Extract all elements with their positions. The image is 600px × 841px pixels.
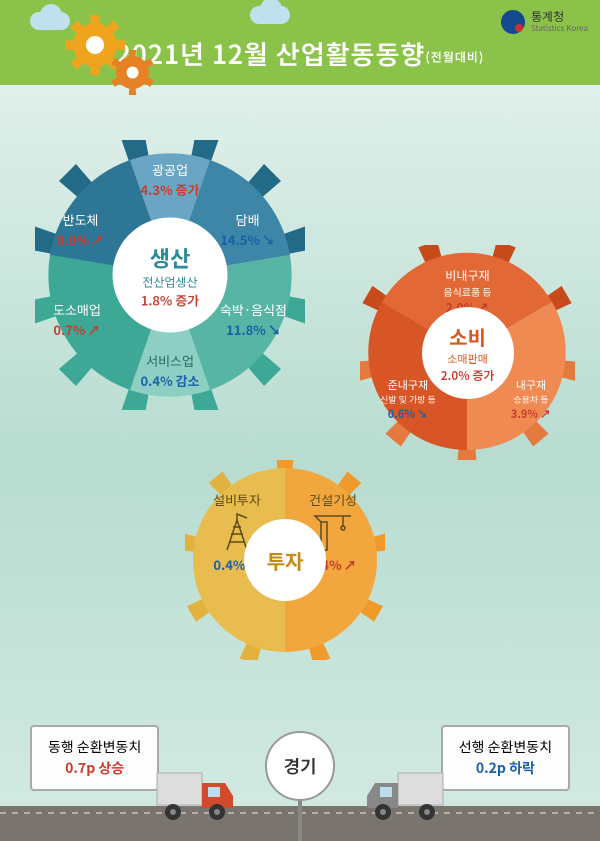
wedge-semiconductor: 반도체 8.0%: [57, 210, 104, 249]
center-subtitle: 전산업생산: [142, 273, 197, 290]
header: 2021년 12월 산업활동동향(전월대비) 통계청 Statistics Ko…: [0, 0, 600, 85]
wedge-label: 도소매업: [53, 300, 101, 320]
wedge-durable: 내구재 승용차 등 3.9%: [511, 377, 551, 422]
coincident-index-box: 동행 순환변동치 0.7p 상승: [30, 725, 159, 791]
consumption-gear: 비내구재 음식료품 등 2.0% 준내구재 신발 및 가방 등 0.6% 내구재…: [360, 245, 575, 460]
gear-icon: [110, 50, 155, 95]
wedge-label: 건설기성: [309, 490, 357, 509]
wedge-services: 서비스업 0.4% 감소: [141, 351, 200, 390]
investment-center: 투자: [244, 519, 326, 601]
wedge-value: 8.0%: [57, 230, 104, 250]
leading-index-box: 선행 순환변동치 0.2p 하락: [441, 725, 570, 791]
wedge-value: 0.6%: [380, 406, 436, 422]
center-title: 소비: [449, 322, 486, 351]
center-subtitle: 소매판매: [447, 351, 487, 367]
consumption-center: 소비 소매판매 2.0% 증가: [422, 307, 514, 399]
center-value: 2.0% 증가: [441, 367, 495, 384]
production-center: 생산 전산업생산 1.8% 증가: [113, 218, 228, 333]
wedge-label: 반도체: [57, 210, 104, 230]
cycle-label: 경기: [283, 753, 316, 779]
wedge-label: 담배: [220, 210, 275, 230]
wedge-label: 설비투자: [213, 490, 261, 509]
wedge-label: 준내구재: [380, 377, 436, 393]
center-title: 투자: [267, 546, 304, 575]
box-title: 선행 순환변동치: [459, 737, 552, 758]
center-title: 생산: [150, 241, 190, 273]
wedge-value: 3.9%: [511, 406, 551, 422]
center-value: 1.8% 증가: [141, 290, 199, 309]
wedge-semidurable: 준내구재 신발 및 가방 등 0.6%: [380, 377, 436, 422]
wedge-label: 광공업: [141, 160, 200, 180]
wedge-sublabel: 음식료품 등: [443, 284, 491, 299]
cycle-sign: 경기: [265, 731, 335, 801]
wedge-label: 비내구재: [443, 267, 491, 284]
wedge-tobacco: 담배 14.5%: [220, 210, 275, 249]
wedge-label: 숙박·음식점: [220, 300, 287, 320]
box-title: 동행 순환변동치: [48, 737, 141, 758]
cloud-icon: [30, 12, 70, 30]
box-value: 0.7p 상승: [48, 758, 141, 779]
investment-gear: 설비투자 0.4% 건설기성 7.4% 투자: [185, 460, 385, 660]
wedge-value: 11.8%: [220, 320, 287, 340]
wedge-value: 14.5%: [220, 230, 275, 250]
sign-pole: [298, 796, 302, 841]
truck-icon: [155, 768, 240, 823]
subtitle-text: (전월대비): [425, 48, 484, 65]
production-gear: 광공업 4.3% 증가 담배 14.5% 반도체 8.0% 도소매업 0.7% …: [35, 140, 305, 410]
wedge-value: 0.7%: [53, 320, 101, 340]
logo: 통계청 Statistics Korea: [501, 10, 588, 34]
wedge-label: 내구재: [511, 377, 551, 393]
wedge-value: 4.3% 증가: [141, 180, 200, 200]
logo-name: 통계청: [531, 10, 588, 23]
wedge-lodging: 숙박·음식점 11.8%: [220, 300, 287, 339]
wedge-retail: 도소매업 0.7%: [53, 300, 101, 339]
logo-icon: [501, 10, 525, 34]
wedge-mining: 광공업 4.3% 증가: [141, 160, 200, 199]
title-text: 2021년 12월 산업활동동향: [116, 35, 426, 72]
wedge-sublabel: 승용차 등: [511, 393, 551, 406]
wedge-value: 0.4% 감소: [141, 371, 200, 391]
logo-name-en: Statistics Korea: [531, 23, 588, 34]
truck-icon: [360, 768, 445, 823]
cloud-icon: [250, 6, 290, 24]
box-value: 0.2p 하락: [459, 758, 552, 779]
wedge-sublabel: 신발 및 가방 등: [380, 393, 436, 406]
wedge-label: 서비스업: [141, 351, 200, 371]
